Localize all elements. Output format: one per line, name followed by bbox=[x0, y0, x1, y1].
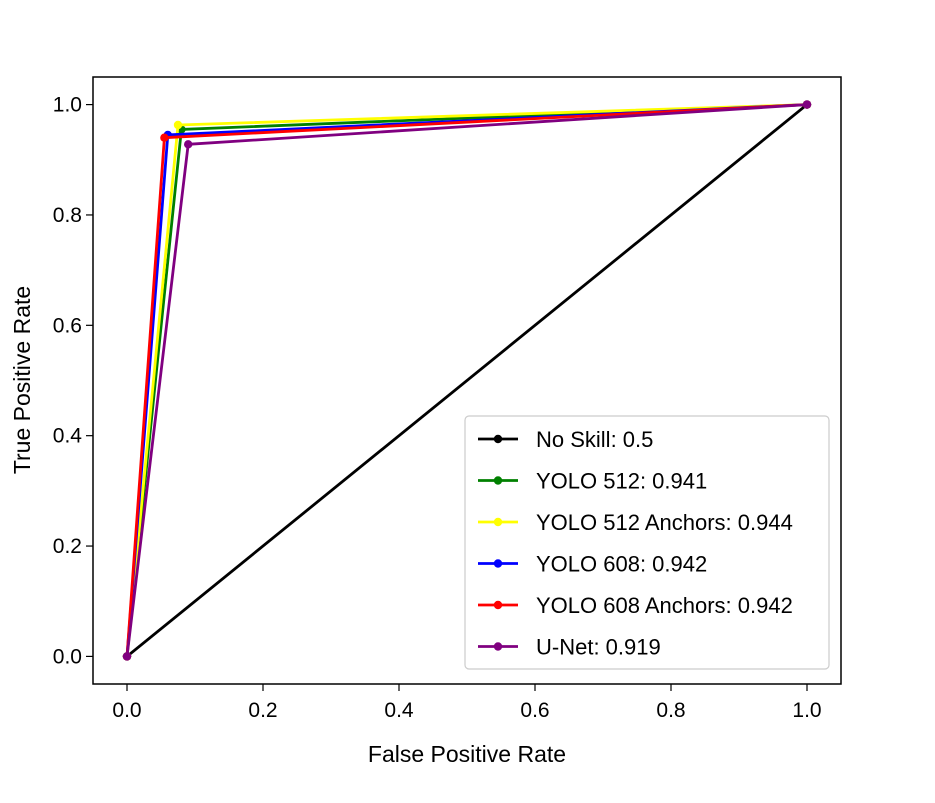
y-tick-label: 0.2 bbox=[53, 535, 82, 558]
data-point-yolo-608-anchors-0-942 bbox=[160, 133, 169, 142]
y-tick-label: 0.6 bbox=[53, 314, 82, 337]
data-point-u-net-0-919 bbox=[802, 100, 812, 109]
y-tick-label: 0.0 bbox=[53, 645, 82, 668]
data-point-u-net-0-919 bbox=[184, 140, 193, 149]
legend-swatch-marker bbox=[493, 517, 503, 527]
legend-label: No Skill: 0.5 bbox=[536, 427, 653, 452]
legend-swatch-marker bbox=[493, 559, 503, 568]
legend-label: YOLO 512: 0.941 bbox=[536, 469, 707, 494]
legend-swatch-marker bbox=[493, 600, 503, 610]
y-axis-label: True Positive Rate bbox=[9, 286, 35, 474]
x-tick-label: 0.2 bbox=[248, 699, 277, 722]
legend-swatch-marker bbox=[493, 434, 503, 444]
x-axis-ticks: 0.0 0.2 0.4 0.6 0.8 1.0 bbox=[112, 684, 822, 722]
x-tick-label: 0.0 bbox=[112, 699, 141, 722]
legend-swatch-marker bbox=[493, 642, 503, 651]
legend-label: YOLO 512 Anchors: 0.944 bbox=[536, 510, 793, 535]
y-tick-label: 0.4 bbox=[53, 425, 83, 448]
series-layer bbox=[122, 100, 812, 661]
x-axis-label: False Positive Rate bbox=[368, 741, 566, 767]
x-tick-label: 0.6 bbox=[520, 699, 549, 722]
legend-label: YOLO 608 Anchors: 0.942 bbox=[536, 593, 793, 618]
y-tick-label: 1.0 bbox=[53, 94, 82, 117]
x-tick-label: 1.0 bbox=[792, 699, 821, 722]
data-point-yolo-512-anchors-0-944 bbox=[173, 120, 183, 130]
y-tick-label: 0.8 bbox=[53, 204, 82, 227]
data-point-u-net-0-919 bbox=[122, 652, 132, 661]
legend-label: U-Net: 0.919 bbox=[536, 635, 661, 660]
x-tick-label: 0.8 bbox=[656, 699, 685, 722]
legend-items: No Skill: 0.5 YOLO 512: 0.941 YOLO 512 Anc… bbox=[478, 427, 793, 660]
y-axis-ticks: 0.0 0.2 0.4 0.6 0.8 1.0 bbox=[53, 94, 93, 668]
legend-label: YOLO 608: 0.942 bbox=[536, 552, 707, 577]
legend: No Skill: 0.5 YOLO 512: 0.941 YOLO 512 Anc… bbox=[464, 415, 830, 670]
legend-box bbox=[464, 415, 830, 670]
x-tick-label: 0.4 bbox=[384, 699, 414, 722]
series-line-no-skill-0-5 bbox=[126, 103, 808, 658]
legend-swatch-marker bbox=[493, 476, 503, 485]
